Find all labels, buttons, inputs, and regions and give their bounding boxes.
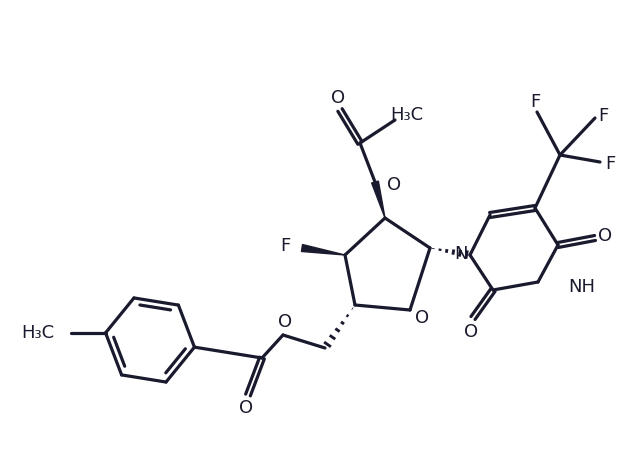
Text: H₃C: H₃C [390,106,423,124]
Text: N: N [454,245,468,263]
Text: O: O [239,399,253,417]
Text: NH: NH [568,278,595,296]
Text: F: F [605,155,615,173]
Text: F: F [280,237,290,255]
Text: O: O [278,313,292,331]
Text: O: O [331,89,345,107]
Text: O: O [598,227,612,245]
Polygon shape [301,244,345,255]
Text: O: O [387,176,401,194]
Text: O: O [464,323,478,341]
Text: F: F [530,93,540,111]
Polygon shape [372,181,385,218]
Text: F: F [598,107,608,125]
Text: O: O [415,309,429,327]
Text: H₃C: H₃C [22,324,54,342]
